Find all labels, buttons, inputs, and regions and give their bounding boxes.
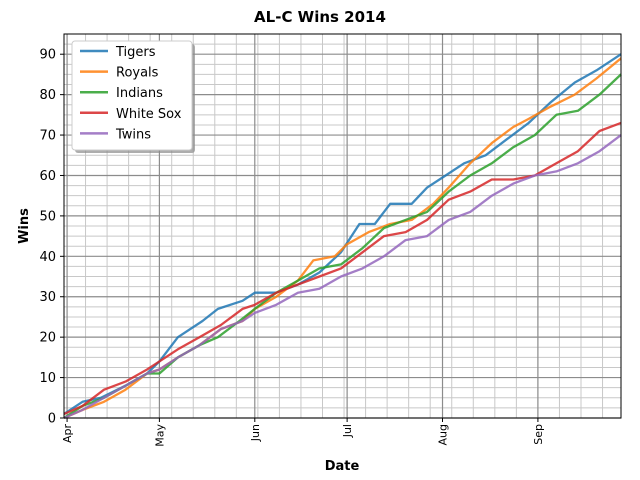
legend-label-royals: Royals bbox=[116, 66, 159, 81]
x-tick-label: Apr bbox=[61, 424, 74, 444]
y-tick-label: 10 bbox=[39, 371, 56, 386]
y-tick-label: 50 bbox=[39, 209, 56, 224]
x-tick-label: Aug bbox=[437, 424, 450, 445]
x-axis-label: Date bbox=[325, 459, 360, 474]
plot-frame bbox=[63, 33, 622, 419]
y-axis-label: Wins bbox=[17, 208, 32, 244]
y-tick-label: 60 bbox=[39, 169, 56, 184]
grid bbox=[63, 33, 621, 419]
y-tick-label: 80 bbox=[39, 88, 56, 103]
ticks: 0 10 20 30 40 50 60 70 80 90 Apr May Jun Jul Aug Sep bbox=[39, 48, 544, 447]
legend-label-white-sox: White Sox bbox=[116, 107, 182, 122]
legend: Tigers Royals Indians White Sox Twins bbox=[71, 40, 195, 153]
legend-label-indians: Indians bbox=[116, 86, 163, 101]
series-line-twins bbox=[63, 134, 622, 420]
x-tick-label: Jul bbox=[341, 424, 354, 438]
y-tick-label: 40 bbox=[39, 250, 56, 265]
y-tick-label: 70 bbox=[39, 129, 56, 144]
legend-box bbox=[71, 40, 193, 151]
x-tick-label: Jun bbox=[249, 424, 262, 442]
legend-label-tigers: Tigers bbox=[115, 45, 156, 60]
legend-label-twins: Twins bbox=[115, 127, 151, 142]
y-tick-label: 0 bbox=[48, 412, 56, 427]
series-line-white-sox bbox=[63, 121, 622, 416]
series-line-indians bbox=[63, 73, 622, 419]
y-tick-label: 30 bbox=[39, 290, 56, 305]
y-tick-label: 20 bbox=[39, 331, 56, 346]
chart-title: AL-C Wins 2014 bbox=[254, 8, 386, 26]
series-lines bbox=[63, 53, 622, 420]
x-tick-label: Sep bbox=[532, 424, 545, 445]
y-tick-label: 90 bbox=[39, 48, 56, 63]
x-tick-label: May bbox=[153, 424, 166, 447]
